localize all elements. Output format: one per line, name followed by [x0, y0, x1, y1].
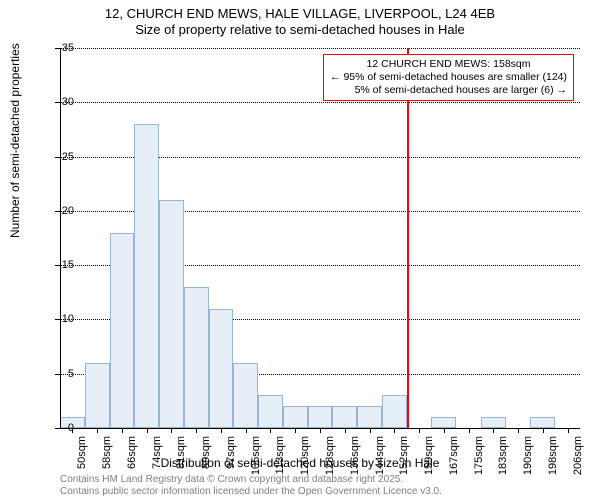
histogram-bar	[382, 395, 407, 428]
histogram-bar	[134, 124, 159, 428]
histogram-bar	[332, 406, 357, 428]
histogram-bar	[481, 417, 506, 428]
histogram-bar	[233, 363, 258, 428]
y-axis-line	[60, 48, 61, 428]
footer-line-2: Contains public sector information licen…	[60, 486, 442, 498]
annotation-line: ← 95% of semi-detached houses are smalle…	[330, 71, 567, 84]
annotation-line: 12 CHURCH END MEWS: 158sqm	[330, 58, 567, 71]
chart-container: 12, CHURCH END MEWS, HALE VILLAGE, LIVER…	[0, 0, 600, 500]
plot-area: 12 CHURCH END MEWS: 158sqm← 95% of semi-…	[60, 48, 580, 428]
histogram-bar	[85, 363, 110, 428]
grid-line	[60, 102, 580, 103]
title-line-1: 12, CHURCH END MEWS, HALE VILLAGE, LIVER…	[0, 6, 600, 22]
x-axis-line	[60, 428, 580, 429]
annotation-box: 12 CHURCH END MEWS: 158sqm← 95% of semi-…	[323, 54, 574, 101]
footer-line-1: Contains HM Land Registry data © Crown c…	[60, 474, 442, 486]
annotation-line: 5% of semi-detached houses are larger (6…	[330, 84, 567, 97]
histogram-bar	[308, 406, 333, 428]
histogram-bar	[159, 200, 184, 428]
histogram-bar	[283, 406, 308, 428]
chart-footer: Contains HM Land Registry data © Crown c…	[60, 474, 442, 498]
x-axis-label: Distribution of semi-detached houses by …	[0, 456, 600, 470]
histogram-bar	[530, 417, 555, 428]
grid-line	[60, 48, 580, 49]
title-line-2: Size of property relative to semi-detach…	[0, 22, 600, 38]
histogram-bar	[258, 395, 283, 428]
histogram-bar	[209, 309, 234, 428]
y-axis-label: Number of semi-detached properties	[8, 43, 22, 238]
histogram-bar	[110, 233, 135, 428]
histogram-bar	[357, 406, 382, 428]
histogram-bar	[184, 287, 209, 428]
chart-title: 12, CHURCH END MEWS, HALE VILLAGE, LIVER…	[0, 0, 600, 39]
reference-marker-line	[407, 48, 409, 428]
histogram-bar	[431, 417, 456, 428]
